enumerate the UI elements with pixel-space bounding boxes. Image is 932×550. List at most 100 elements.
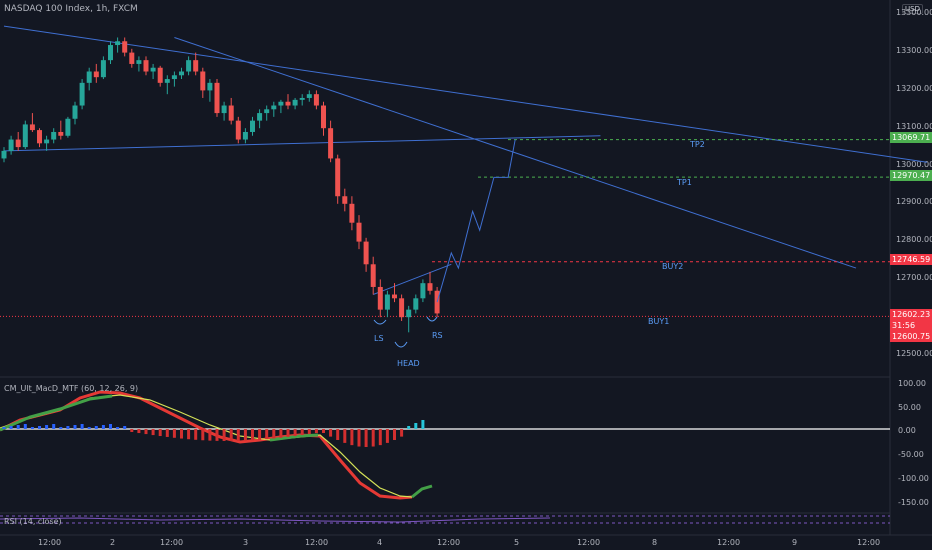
candle-body — [1, 150, 7, 159]
time-tick: 12:00 — [160, 538, 183, 547]
time-axis: 12:00 2 12:00 3 12:00 4 12:00 5 12:00 8 … — [38, 538, 880, 547]
candle-body — [399, 298, 405, 318]
candle-body — [79, 82, 85, 106]
price-tick: 13300.00 — [896, 8, 932, 17]
candle-body — [108, 45, 113, 61]
macd-tick: 100.00 — [898, 379, 926, 388]
rsi-title[interactable]: RSI (14, close) — [4, 517, 62, 526]
candle-body — [221, 105, 227, 114]
macd-hist-bar — [87, 427, 91, 429]
candle-body — [136, 60, 142, 64]
macd-hist-bar — [400, 429, 404, 437]
candle-body — [384, 294, 390, 310]
time-tick: 12:00 — [857, 538, 880, 547]
candle-body — [65, 118, 71, 136]
macd-line-up — [0, 394, 113, 432]
candle-body — [363, 241, 369, 265]
macd-tick: 50.00 — [898, 403, 921, 412]
macd-hist-bar — [144, 429, 148, 435]
candle-body — [306, 94, 312, 98]
currency-badge[interactable]: USD — [902, 4, 923, 14]
price-axis: 13300.00 13300.00 13200.00 13100.00 1300… — [896, 8, 932, 358]
candle-body — [37, 130, 42, 144]
tp1-label: TP1 — [676, 178, 692, 187]
last-price-tag: 12602.23 — [890, 309, 932, 320]
price-tick: 13300.00 — [896, 46, 932, 55]
macd-hist-bar — [414, 423, 418, 429]
buy2-label: BUY2 — [662, 262, 683, 271]
macd-hist-bar — [407, 426, 411, 429]
candle-body — [200, 71, 206, 91]
candle-body — [427, 283, 433, 291]
trendlines[interactable] — [3, 25, 928, 295]
candle-body — [72, 105, 78, 119]
macd-hist-bar — [30, 427, 34, 429]
macd-hist-bar — [371, 429, 375, 447]
candle-body — [349, 203, 355, 223]
tp1-price-tag: 12970.47 — [890, 170, 932, 181]
macd-hist-bar — [158, 429, 162, 437]
macd-hist-bar — [243, 429, 247, 441]
candle-body — [278, 101, 284, 106]
pattern-annotations: TP2 TP1 BUY2 BUY1 LS HEAD RS — [373, 140, 705, 368]
price-tick: 13000.00 — [896, 160, 932, 169]
price-tick: 12700.00 — [896, 273, 932, 282]
macd-hist-bar — [329, 429, 333, 437]
head-label: HEAD — [397, 359, 420, 368]
candle-body — [93, 71, 99, 78]
time-tick: 12:00 — [717, 538, 740, 547]
projection-path[interactable] — [436, 139, 516, 303]
candle-body — [342, 196, 348, 204]
candle-body — [100, 60, 106, 78]
candle-body — [86, 71, 92, 83]
rs-arc — [426, 316, 438, 322]
macd-hist-bar — [343, 429, 347, 443]
time-tick: 12:00 — [38, 538, 61, 547]
candle-body — [285, 101, 291, 106]
macd-hist-bar — [194, 429, 198, 440]
candle-body — [171, 75, 177, 80]
macd-hist-bar — [222, 429, 226, 441]
candle-body — [257, 113, 263, 121]
macd-hist-bar — [201, 429, 205, 441]
macd-hist-bar — [9, 426, 13, 429]
macd-hist-bar — [73, 425, 77, 429]
candle-body — [420, 283, 426, 299]
macd-hist-bar — [66, 426, 70, 429]
macd-title[interactable]: CM_Ult_MacD_MTF (60, 12, 26, 9) — [4, 384, 139, 393]
candle-body — [214, 82, 220, 114]
time-tick: 2 — [110, 538, 115, 547]
macd-hist-bar — [300, 429, 304, 436]
macd-tick: -100.00 — [898, 474, 929, 483]
macd-hist-bar — [137, 429, 141, 434]
macd-hist-bar — [378, 429, 382, 446]
macd-pane — [0, 390, 890, 500]
macd-hist-bar — [421, 420, 425, 429]
candle-body — [313, 94, 319, 106]
macd-hist-bar — [385, 429, 389, 443]
candle-body — [22, 124, 28, 148]
macd-hist-bar — [251, 429, 254, 441]
macd-line-up — [411, 484, 433, 499]
macd-hist-bar — [314, 429, 318, 434]
macd-hist-bar — [94, 426, 98, 429]
candle-body — [207, 82, 213, 91]
candle-body — [115, 41, 121, 46]
rsi-pane — [0, 515, 890, 524]
candle-body — [15, 139, 21, 148]
candle-body — [242, 131, 248, 140]
macd-hist-bar — [59, 427, 63, 429]
macd-hist-bar — [16, 425, 20, 429]
macd-hist-bar — [236, 429, 240, 441]
macd-hist-bar — [45, 425, 49, 429]
ls-arc — [373, 319, 387, 325]
candle-body — [193, 60, 199, 72]
candle-body — [164, 79, 170, 83]
target-levels[interactable] — [0, 139, 890, 317]
price-tick: 12500.00 — [896, 349, 932, 358]
macd-hist-bar — [215, 429, 219, 441]
macd-hist-bar — [38, 426, 41, 429]
price-tick: 13200.00 — [896, 84, 932, 93]
tp2-price-tag: 13069.71 — [890, 132, 932, 143]
